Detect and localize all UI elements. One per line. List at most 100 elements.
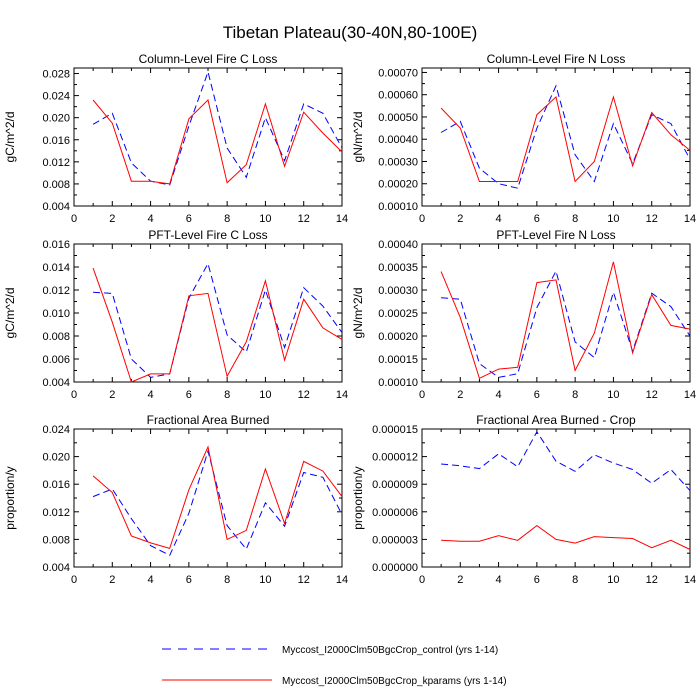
y-axis-label: gN/m^2/d <box>351 288 365 339</box>
y-tick-label: 0.00040 <box>378 239 418 251</box>
x-tick-label: 0 <box>71 574 77 586</box>
plot-frame <box>73 67 343 207</box>
y-tick-label: 0.004 <box>42 201 70 213</box>
panels: Column-Level Fire C Loss 0 2 4 6 8 10 12 14 0.004… <box>3 52 696 586</box>
x-tick-label: 2 <box>457 389 463 401</box>
x-tick-label: 0 <box>71 389 77 401</box>
y-tick-label: 0.00025 <box>378 308 418 320</box>
y-tick-label: 0.000000 <box>372 562 418 574</box>
chart-panel-2: Column-Level Fire N Loss 0 2 4 6 8 10 12 14 0.000… <box>351 52 696 225</box>
y-tick-label: 0.00020 <box>378 331 418 343</box>
y-tick-label: 0.000003 <box>372 534 418 546</box>
y-tick-label: 0.00015 <box>378 354 418 366</box>
y-tick-label: 0.028 <box>42 69 70 81</box>
y-axis-label: proportion/y <box>351 466 365 529</box>
x-tick-label: 14 <box>336 389 348 401</box>
chart-panel-5: Fractional Area Burned 0 2 4 6 8 10 12 14 0.004 0.… <box>3 413 348 586</box>
y-axis-label: gC/m^2/d <box>3 288 17 339</box>
panel-title: PFT-Level Fire N Loss <box>496 228 615 242</box>
chart-panel-4: PFT-Level Fire N Loss 0 2 4 6 8 10 12 14 0.00010 0… <box>351 228 696 401</box>
y-tick-label: 0.00035 <box>378 262 418 274</box>
series-line-kparams <box>92 267 343 383</box>
panel-title: Column-Level Fire N Loss <box>487 52 626 66</box>
x-tick-label: 6 <box>186 574 192 586</box>
y-tick-label: 0.012 <box>42 507 70 519</box>
legend: Myccost_I2000Clm50BgcCrop_control (yrs 1… <box>162 645 507 687</box>
x-tick-label: 4 <box>148 574 154 586</box>
chart-panel-1: Column-Level Fire C Loss 0 2 4 6 8 10 12 14 0.004… <box>3 52 348 225</box>
x-tick-label: 8 <box>572 213 578 225</box>
series-line-control <box>93 262 343 378</box>
x-tick-label: 14 <box>684 574 696 586</box>
y-tick-label: 0.016 <box>42 135 70 147</box>
y-axis-label: gC/m^2/d <box>3 112 17 163</box>
y-tick-label: 0.016 <box>42 479 70 491</box>
y-tick-label: 0.006 <box>42 354 70 366</box>
series-line-kparams <box>441 524 691 550</box>
y-tick-label: 0.00060 <box>378 90 418 102</box>
x-tick-label: 4 <box>496 574 502 586</box>
x-tick-label: 0 <box>419 389 425 401</box>
plot-frame <box>73 243 343 383</box>
x-tick-label: 8 <box>224 213 230 225</box>
x-tick-label: 8 <box>224 389 230 401</box>
x-tick-label: 4 <box>496 389 502 401</box>
legend-label-control: Myccost_I2000Clm50BgcCrop_control (yrs 1… <box>282 645 498 656</box>
x-tick-label: 14 <box>336 213 348 225</box>
y-tick-label: 0.024 <box>42 424 70 436</box>
chart-panel-3: PFT-Level Fire C Loss 0 2 4 6 8 10 12 14 0.004 0.0… <box>3 228 348 401</box>
y-tick-label: 0.014 <box>42 262 70 274</box>
x-tick-label: 10 <box>607 389 619 401</box>
x-tick-label: 2 <box>109 574 115 586</box>
x-tick-label: 12 <box>298 213 310 225</box>
x-tick-label: 10 <box>259 213 271 225</box>
x-tick-label: 0 <box>71 213 77 225</box>
series-line-kparams <box>92 445 343 550</box>
y-tick-label: 0.000009 <box>372 479 418 491</box>
series-line-control <box>92 449 343 556</box>
y-tick-label: 0.012 <box>42 285 70 297</box>
x-tick-label: 6 <box>534 574 540 586</box>
panel-title: Fractional Area Burned - Crop <box>476 413 636 427</box>
y-tick-label: 0.000015 <box>372 424 418 436</box>
y-tick-label: 0.00020 <box>378 179 418 191</box>
x-tick-label: 12 <box>646 574 658 586</box>
x-tick-label: 2 <box>457 213 463 225</box>
y-tick-label: 0.00010 <box>378 377 418 389</box>
series-line-kparams <box>440 261 691 380</box>
x-tick-label: 10 <box>607 574 619 586</box>
x-tick-label: 4 <box>148 389 154 401</box>
x-tick-label: 8 <box>572 389 578 401</box>
y-tick-label: 0.00050 <box>378 112 418 124</box>
x-tick-label: 6 <box>534 213 540 225</box>
x-tick-label: 0 <box>419 213 425 225</box>
x-tick-label: 10 <box>259 389 271 401</box>
legend-label-kparams: Myccost_I2000Clm50BgcCrop_kparams (yrs 1… <box>282 676 507 687</box>
panel-title: Column-Level Fire C Loss <box>139 52 278 66</box>
y-tick-label: 0.00030 <box>378 156 418 168</box>
chart-panel-6: Fractional Area Burned - Crop 0 2 4 6 8 10 12 14… <box>351 413 696 586</box>
x-tick-label: 10 <box>259 574 271 586</box>
x-tick-label: 4 <box>496 213 502 225</box>
y-tick-label: 0.016 <box>42 239 70 251</box>
x-tick-label: 2 <box>109 213 115 225</box>
x-tick-label: 0 <box>419 574 425 586</box>
y-tick-label: 0.010 <box>42 308 70 320</box>
series-line-kparams <box>440 95 691 183</box>
x-tick-label: 14 <box>684 389 696 401</box>
y-tick-label: 0.00070 <box>378 67 418 79</box>
y-tick-label: 0.020 <box>42 452 70 464</box>
y-tick-label: 0.00030 <box>378 285 418 297</box>
x-tick-label: 8 <box>224 574 230 586</box>
x-tick-label: 6 <box>534 389 540 401</box>
y-axis-label: proportion/y <box>3 466 17 529</box>
y-tick-label: 0.008 <box>42 331 70 343</box>
series-line-kparams <box>92 99 343 185</box>
plot-frame <box>421 243 691 383</box>
x-tick-label: 2 <box>109 389 115 401</box>
y-tick-label: 0.000006 <box>372 507 418 519</box>
x-tick-label: 12 <box>298 389 310 401</box>
y-tick-label: 0.024 <box>42 91 70 103</box>
x-tick-label: 12 <box>646 213 658 225</box>
